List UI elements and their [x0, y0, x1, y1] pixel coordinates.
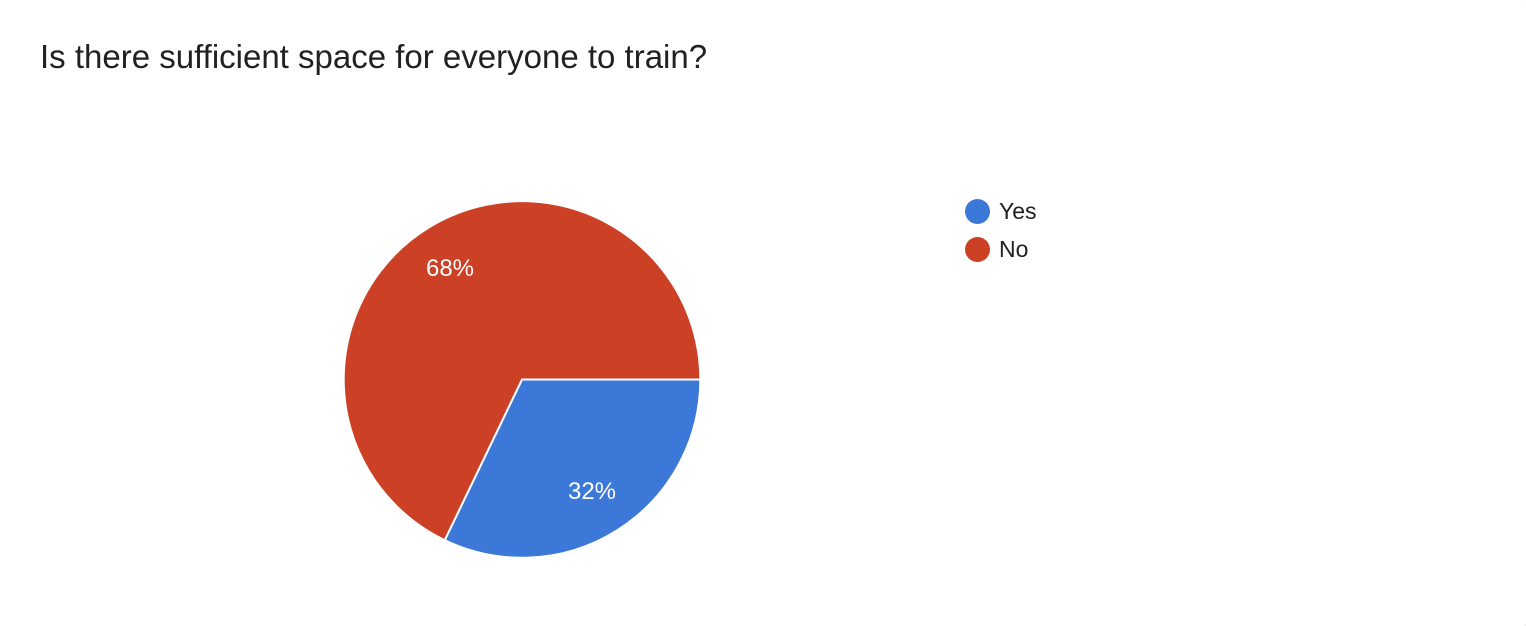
svg-text:32%: 32%	[568, 478, 616, 505]
svg-text:68%: 68%	[426, 255, 474, 282]
